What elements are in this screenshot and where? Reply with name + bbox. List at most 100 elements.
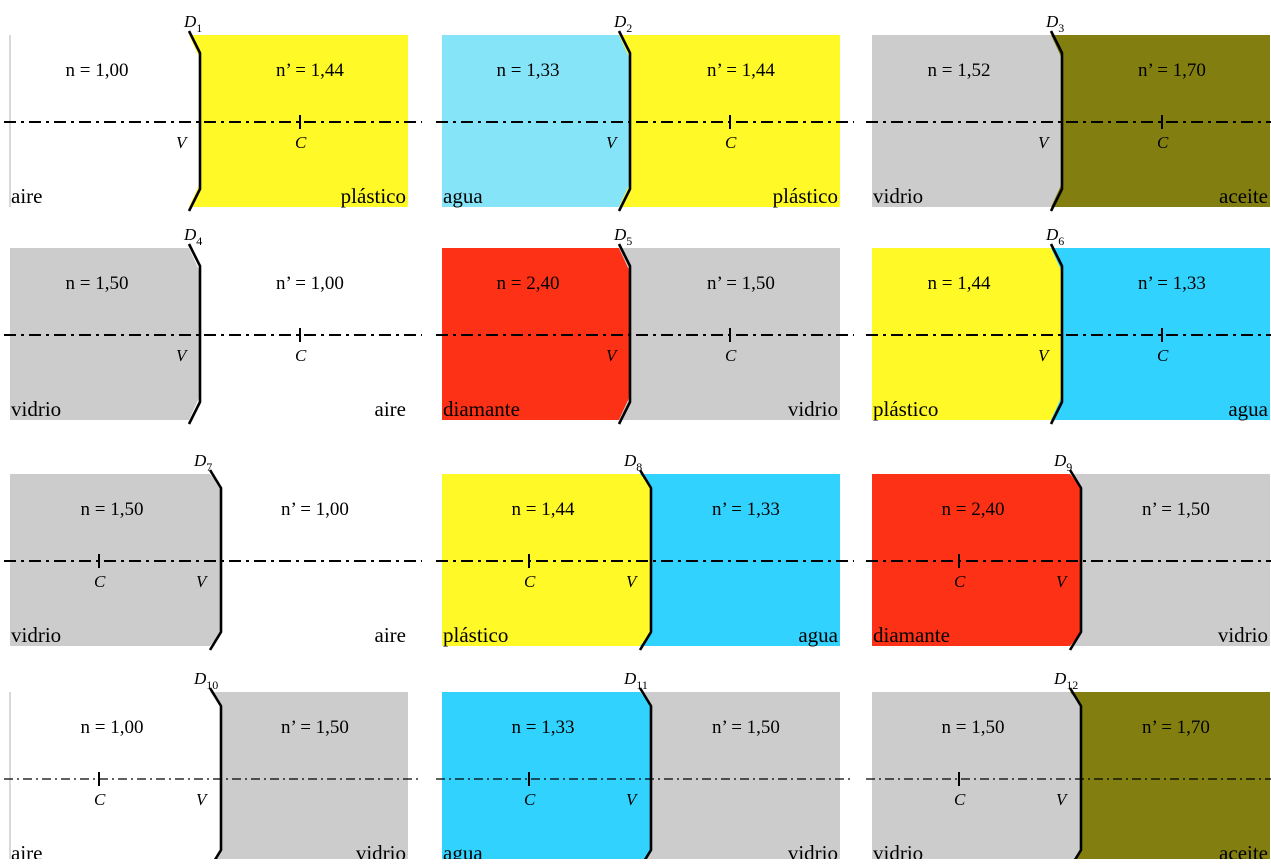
index-right-label: n’ = 1,00 <box>281 499 349 520</box>
index-right-label: n’ = 1,44 <box>707 60 775 81</box>
center-label: C <box>295 346 307 365</box>
medium-left-label: aire <box>11 184 42 208</box>
medium-left-label: aire <box>11 841 42 859</box>
center-label: C <box>1157 346 1169 365</box>
medium-right-label: plástico <box>341 184 406 208</box>
panel-d3: C V D3 n = 1,52 n’ = 1,70 vidrio aceite <box>866 12 1271 212</box>
medium-left-label: agua <box>443 841 483 859</box>
medium-left-label: plástico <box>873 397 938 421</box>
medium-left-label: agua <box>443 184 483 208</box>
dioptre-label: D8 <box>623 451 642 474</box>
medium-right-label: vidrio <box>788 841 838 859</box>
panel-d8: C V D8 n = 1,44 n’ = 1,33 plástico agua <box>436 451 854 651</box>
medium-left-label: diamante <box>443 397 520 421</box>
medium-right-label: aceite <box>1219 841 1268 859</box>
center-label: C <box>1157 133 1169 152</box>
medium-right-label: agua <box>798 623 838 647</box>
index-right-label: n’ = 1,33 <box>1138 273 1206 294</box>
dioptre-label: D9 <box>1053 451 1072 474</box>
vertex-label: V <box>176 133 189 152</box>
medium-left-region <box>10 692 221 864</box>
index-left-label: n = 1,44 <box>512 499 575 520</box>
index-right-label: n’ = 1,50 <box>281 717 349 738</box>
index-left-label: n = 2,40 <box>942 499 1005 520</box>
center-label: C <box>94 790 106 809</box>
panel-d1: C V D1 n = 1,00 n’ = 1,44 aire plástico <box>4 12 422 212</box>
medium-right-label: vidrio <box>356 841 406 859</box>
center-label: C <box>295 133 307 152</box>
index-right-label: n’ = 1,50 <box>1142 499 1210 520</box>
vertex-label: V <box>1038 346 1051 365</box>
dioptre-label: D7 <box>193 451 212 474</box>
vertex-label: V <box>606 346 619 365</box>
medium-right-region <box>210 692 408 864</box>
dioptre-label: D2 <box>613 12 632 35</box>
dioptre-label: D3 <box>1045 12 1064 35</box>
panel-d10: C V D10 n = 1,00 n’ = 1,50 aire vidrio <box>4 669 422 864</box>
medium-right-region <box>1070 692 1270 864</box>
center-label: C <box>524 790 536 809</box>
vertex-label: V <box>1056 790 1069 809</box>
medium-left-label: plástico <box>443 623 508 647</box>
center-label: C <box>725 133 737 152</box>
refracting-surface <box>638 469 653 651</box>
dioptre-label: D5 <box>613 225 632 248</box>
index-left-label: n = 1,50 <box>66 273 129 294</box>
index-right-label: n’ = 1,33 <box>712 499 780 520</box>
medium-right-label: aceite <box>1219 184 1268 208</box>
index-right-label: n’ = 1,50 <box>712 717 780 738</box>
medium-left-region <box>872 692 1081 864</box>
panel-d5: C V D5 n = 2,40 n’ = 1,50 diamante vidrio <box>436 225 854 425</box>
vertex-label: V <box>176 346 189 365</box>
panel-d9: C V D9 n = 2,40 n’ = 1,50 diamante vidrio <box>866 451 1271 651</box>
center-label: C <box>524 572 536 591</box>
medium-left-label: vidrio <box>11 397 61 421</box>
medium-right-label: plástico <box>773 184 838 208</box>
medium-left-label: vidrio <box>873 184 923 208</box>
medium-right-label: vidrio <box>1218 623 1268 647</box>
refracting-surface <box>1049 243 1064 425</box>
center-label: C <box>94 572 106 591</box>
dioptre-label: D10 <box>193 669 218 692</box>
index-left-label: n = 1,00 <box>66 60 129 81</box>
vertex-label: V <box>626 790 639 809</box>
dioptre-label: D6 <box>1045 225 1064 248</box>
dioptre-label: D1 <box>183 12 202 35</box>
vertex-label: V <box>626 572 639 591</box>
vertex-label: V <box>1056 572 1069 591</box>
index-left-label: n = 1,00 <box>81 717 144 738</box>
dioptre-label: D11 <box>623 669 648 692</box>
medium-left-label: vidrio <box>873 841 923 859</box>
medium-right-label: aire <box>375 623 406 647</box>
index-left-label: n = 2,40 <box>497 273 560 294</box>
medium-right-label: agua <box>1228 397 1268 421</box>
index-left-label: n = 1,33 <box>497 60 560 81</box>
medium-left-region <box>442 692 651 864</box>
refracting-surface <box>617 30 632 212</box>
panel-d6: C V D6 n = 1,44 n’ = 1,33 plástico agua <box>866 225 1271 425</box>
medium-right-label: aire <box>375 397 406 421</box>
center-label: C <box>725 346 737 365</box>
panel-d4: C V D4 n = 1,50 n’ = 1,00 vidrio aire <box>4 225 422 425</box>
vertex-label: V <box>196 572 209 591</box>
index-right-label: n’ = 1,70 <box>1142 717 1210 738</box>
panel-d11: C V D11 n = 1,33 n’ = 1,50 agua vidrio <box>436 669 854 864</box>
panel-d7: C V D7 n = 1,50 n’ = 1,00 vidrio aire <box>4 451 422 651</box>
refracting-surface <box>187 243 202 425</box>
medium-right-region <box>640 692 840 864</box>
vertex-label: V <box>1038 133 1051 152</box>
refracting-surface <box>617 243 632 425</box>
refracting-surface <box>1068 469 1083 651</box>
index-right-label: n’ = 1,00 <box>276 273 344 294</box>
index-right-label: n’ = 1,70 <box>1138 60 1206 81</box>
medium-right-label: vidrio <box>788 397 838 421</box>
panel-d2: C V D2 n = 1,33 n’ = 1,44 agua plástico <box>436 12 854 212</box>
refracting-surface <box>208 469 223 651</box>
medium-left-label: vidrio <box>11 623 61 647</box>
center-label: C <box>954 572 966 591</box>
center-label: C <box>954 790 966 809</box>
medium-left-label: diamante <box>873 623 950 647</box>
panel-d12: C V D12 n = 1,50 n’ = 1,70 vidrio aceite <box>866 669 1271 864</box>
index-right-label: n’ = 1,44 <box>276 60 344 81</box>
